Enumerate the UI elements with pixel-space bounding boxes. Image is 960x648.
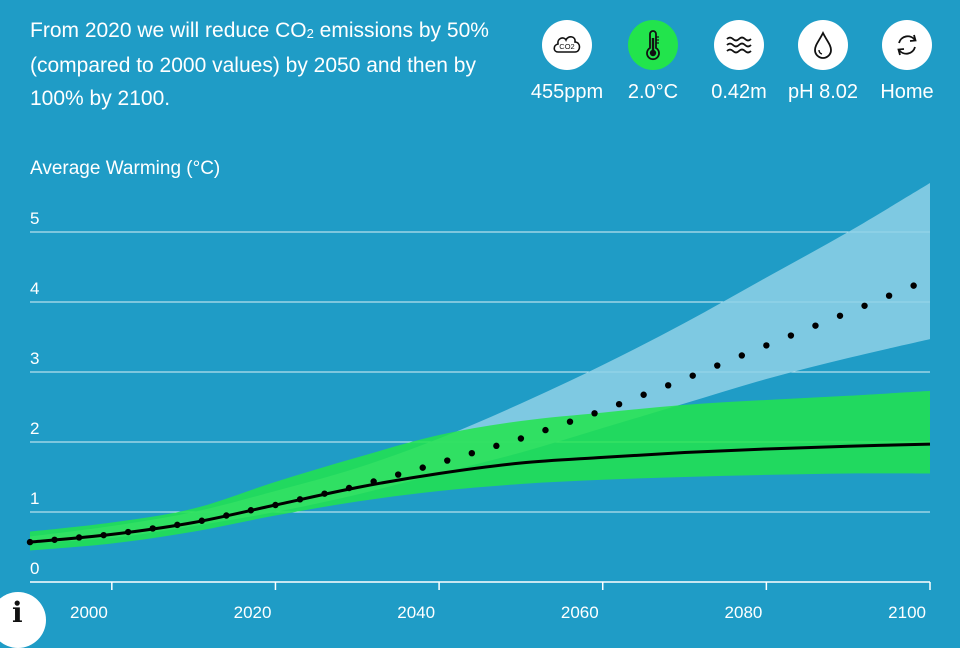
waves-icon [726, 36, 752, 54]
line-point [51, 536, 58, 543]
y-tick-label: 0 [30, 559, 39, 578]
co2-cloud-icon: CO2 [553, 36, 581, 53]
line-point [75, 534, 83, 541]
line-point [714, 362, 721, 369]
home-button[interactable]: Home [862, 20, 952, 110]
line-point [664, 382, 672, 389]
sea-level-button[interactable]: 0.42m [694, 20, 784, 110]
x-tick-label: 2020 [234, 603, 272, 622]
line-point [787, 332, 795, 339]
refresh-icon [897, 34, 917, 56]
uncertainty-bands [30, 183, 930, 551]
line-point [149, 525, 156, 532]
line-point [640, 391, 647, 398]
line-point [124, 528, 132, 536]
y-tick-label: 5 [30, 209, 39, 228]
line-point [247, 507, 255, 514]
x-axis: 2000 2020 2040 2060 2080 2100 [30, 581, 931, 622]
line-point [836, 312, 844, 319]
line-point [468, 450, 476, 457]
line-point [370, 478, 377, 485]
line-point [272, 501, 279, 509]
line-point [345, 484, 353, 492]
x-tick-label: 2000 [70, 603, 108, 622]
headline-text-start: From 2020 we will reduce CO [30, 19, 307, 42]
line-point [419, 464, 426, 471]
headline: From 2020 we will reduce CO2 emissions b… [30, 14, 500, 115]
droplet-icon [814, 30, 832, 59]
line-point [321, 490, 328, 497]
line-point [591, 410, 598, 417]
sea-level-button-circle [714, 20, 764, 70]
home-label: Home [880, 81, 934, 103]
acidity-value: pH 8.02 [787, 81, 859, 103]
business-as-usual-band [30, 183, 930, 544]
info-icon: i [12, 596, 23, 629]
line-point [26, 538, 34, 546]
line-point [444, 457, 451, 464]
chart-title: Average Warming (°C) [30, 158, 220, 179]
temperature-button-circle [628, 20, 678, 70]
line-point [812, 322, 819, 329]
line-point [223, 512, 230, 519]
headline-subscript: 2 [306, 26, 314, 41]
x-tick-label: 2060 [561, 603, 599, 622]
line-point [566, 418, 574, 425]
line-point [198, 517, 206, 524]
x-tick-label: 2040 [397, 603, 435, 622]
co2-button-circle: CO2 [542, 20, 592, 70]
scenario-line [29, 442, 931, 544]
thermometer-icon [646, 30, 660, 61]
headline-text-end: emissions by 50% (compared to 2000 value… [30, 19, 489, 110]
line-point [100, 531, 107, 539]
acidity-button[interactable]: pH 8.02 [778, 20, 868, 110]
co2-button[interactable]: CO2 455ppm [522, 20, 612, 110]
business-as-usual-dotted-line [26, 282, 917, 546]
data-lines [26, 282, 931, 546]
line-point [394, 471, 402, 478]
line-point [763, 342, 770, 349]
y-tick-label: 3 [30, 349, 39, 368]
line-point [542, 426, 549, 434]
home-button-circle [882, 20, 932, 70]
metrics-toolbar: CO2 455ppm 2.0°C 0.42m [522, 20, 942, 110]
line-point [174, 521, 181, 529]
line-point [493, 442, 500, 450]
line-point [910, 282, 917, 289]
x-tick-label: 2100 [888, 603, 926, 622]
line-point [517, 435, 525, 442]
y-tick-label: 2 [30, 419, 39, 438]
line-point [615, 401, 623, 408]
acidity-button-circle [798, 20, 848, 70]
line-point [885, 292, 893, 299]
sea-level-value: 0.42m [711, 81, 767, 103]
line-point [861, 302, 868, 309]
x-tick-label: 2080 [725, 603, 763, 622]
y-tick-label: 4 [30, 279, 39, 298]
y-tick-label: 1 [30, 489, 39, 508]
line-point [296, 496, 304, 503]
line-point [689, 372, 696, 379]
temperature-value: 2.0°C [627, 81, 679, 103]
y-tick-labels: 0 1 2 3 4 5 [30, 209, 39, 578]
co2-value: 455ppm [530, 81, 604, 103]
info-button[interactable]: i [0, 592, 46, 648]
line-point [738, 352, 746, 359]
co2-icon-text: CO2 [559, 42, 574, 51]
temperature-button[interactable]: 2.0°C [608, 20, 698, 110]
